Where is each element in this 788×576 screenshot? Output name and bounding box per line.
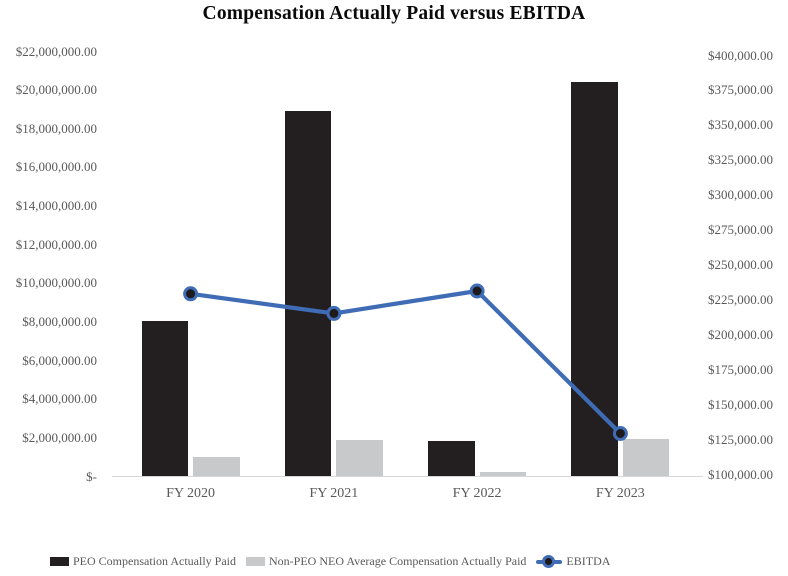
right-axis-tick-label: $325,000.00 [708,152,773,168]
legend-marker-icon [542,555,556,568]
left-axis-tick-label: $10,000,000.00 [15,275,97,291]
left-axis-tick-label: $14,000,000.00 [15,198,97,214]
x-axis-line [112,476,703,478]
right-axis-tick-label: $300,000.00 [708,187,773,203]
left-axis-tick-label: $16,000,000.00 [15,159,97,175]
bar-peo-fy-2020 [141,321,189,476]
right-axis-tick-label: $100,000.00 [708,466,773,482]
bar-non-peo-neo-fy-2022 [479,472,527,476]
right-axis-tick-label: $125,000.00 [708,431,773,447]
left-axis-tick-label: $6,000,000.00 [22,352,97,368]
x-axis-tick-label: FY 2023 [595,486,645,501]
legend: PEO Compensation Actually Paid Non-PEO NE… [50,554,610,569]
left-axis-tick-label: $8,000,000.00 [22,313,97,329]
ebitda-point [183,286,199,302]
ebitda-line [188,288,623,436]
right-axis-tick-label: $400,000.00 [708,47,773,63]
left-axis-tick-label: $2,000,000.00 [22,429,97,445]
x-axis-tick-label: FY 2020 [166,486,216,501]
bar-non-peo-neo-fy-2023 [622,439,670,476]
left-axis-tick-label: $- [86,468,97,484]
left-axis-tick-label: $20,000,000.00 [15,82,97,98]
right-axis-tick-label: $275,000.00 [708,222,773,238]
ebitda-point [326,305,342,321]
x-axis-tick-label: FY 2021 [309,486,359,501]
bar-non-peo-neo-fy-2020 [193,456,240,476]
ebitda-point [612,426,628,441]
legend-item: PEO Compensation Actually Paid [50,554,236,569]
ebitda-point [469,283,485,299]
left-axis-tick-label: $18,000,000.00 [15,120,97,136]
legend-label: Non-PEO NEO Average Compensation Actuall… [269,554,527,568]
right-axis-tick-label: $350,000.00 [708,117,773,133]
right-axis-tick-label: $225,000.00 [708,291,773,307]
legend-swatch-bar [50,557,69,566]
legend-item: EBITDA [536,554,610,569]
right-axis-tick-label: $150,000.00 [708,396,773,412]
bar-peo-fy-2022 [428,441,475,476]
right-axis-tick-label: $175,000.00 [708,361,773,377]
left-axis-tick-label: $4,000,000.00 [22,391,97,407]
right-axis-tick-label: $375,000.00 [708,82,773,98]
legend-label: PEO Compensation Actually Paid [73,554,236,568]
bar-peo-fy-2021 [284,110,332,476]
right-axis-tick-label: $250,000.00 [708,257,773,272]
right-axis-tick-label: $200,000.00 [708,326,773,342]
legend-label: EBITDA [566,554,611,568]
left-axis-tick-label: $22,000,000.00 [15,43,97,59]
bar-non-peo-neo-fy-2021 [336,440,383,476]
legend-swatch-line [536,555,563,568]
x-axis-tick-label: FY 2022 [452,486,502,501]
chart-title: Compensation Actually Paid versus EBITDA [202,3,586,24]
legend-item: Non-PEO NEO Average Compensation Actuall… [246,554,526,569]
legend-swatch-bar [246,557,265,566]
left-axis-tick-label: $12,000,000.00 [15,236,97,252]
